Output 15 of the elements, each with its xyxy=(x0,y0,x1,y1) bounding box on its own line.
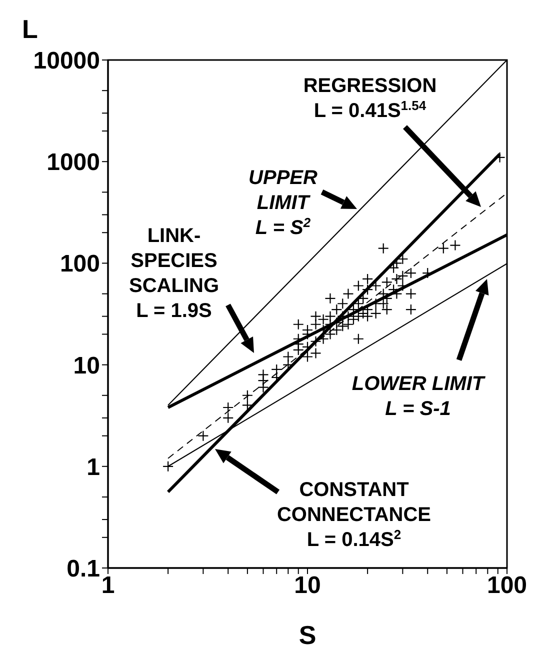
x-tick-label: 10 xyxy=(294,572,321,600)
annotation: REGRESSION L = 0.41S$^{1.54}$ xyxy=(303,75,437,122)
y-tick-label: 10000 xyxy=(33,48,100,75)
x-tick-label: 100 xyxy=(486,572,528,600)
y-tick-label: 1 xyxy=(86,454,100,481)
annotation: LINK- SPECIES SCALING L = 1.9S xyxy=(129,225,219,322)
annotation: LOWER LIMIT L = S-1 xyxy=(352,373,486,420)
y-tick-label: 10 xyxy=(73,352,100,380)
x-axis-title: S xyxy=(298,620,316,650)
annotation: UPPER LIMIT L = S$^{2}$ xyxy=(248,167,318,239)
y-axis-title: L xyxy=(22,14,38,44)
y-tick-label: 100 xyxy=(60,250,100,278)
y-tick-label: 0.1 xyxy=(66,556,100,583)
y-tick-label: 1000 xyxy=(46,149,100,176)
annotation: CONSTANT CONNECTANCE L = 0.14S$^{2}$ xyxy=(276,479,432,551)
